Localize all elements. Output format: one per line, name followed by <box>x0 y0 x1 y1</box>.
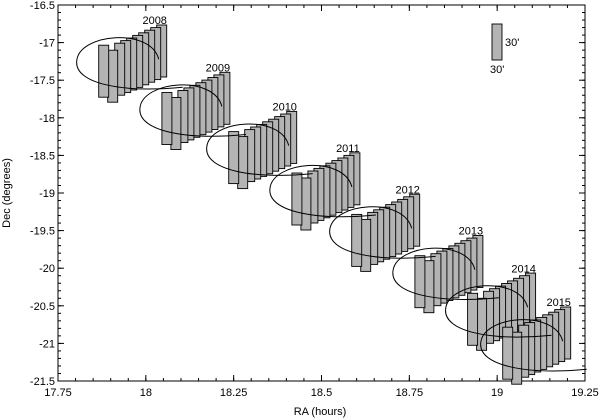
year-labels: 2008 2009 2010 2011 2012 2013 2014 2015 <box>142 15 570 309</box>
y-tick-label: -19 <box>39 188 55 200</box>
year-group-2014 <box>467 272 537 351</box>
field-rect <box>423 260 435 314</box>
year-label-2015: 2015 <box>546 297 570 309</box>
year-label-2008: 2008 <box>142 15 166 27</box>
x-axis-label: RA (hours) <box>294 406 347 418</box>
legend-label-width: 30' <box>505 37 519 49</box>
year-group-2011 <box>291 152 361 231</box>
field-rect <box>502 326 514 380</box>
field-rect <box>511 331 523 385</box>
fields <box>98 24 572 385</box>
field-rect <box>228 131 240 185</box>
year-group-2010 <box>228 110 298 190</box>
x-tick-label: 19.25 <box>571 387 599 399</box>
y-axis-label: Dec (degrees) <box>1 158 13 228</box>
year-group-2008 <box>98 24 168 103</box>
year-label-2012: 2012 <box>395 184 419 196</box>
y-tick-label: -18 <box>39 113 55 125</box>
x-tick-label: 18.5 <box>311 387 332 399</box>
x-tick-label: 19 <box>491 387 503 399</box>
track-2014 <box>445 285 552 338</box>
y-tick-label: -18.5 <box>30 150 55 162</box>
field-rect <box>351 213 363 267</box>
y-tick-label: -21.5 <box>30 376 55 388</box>
year-group-2013 <box>414 235 484 314</box>
field-rect <box>291 172 303 226</box>
track-2010 <box>206 123 313 176</box>
ticks: 17.75 18 18.25 18.5 18.75 19 19.25 -16.5 -17 -17.… <box>30 0 599 399</box>
x-tick-label: 18.25 <box>220 387 248 399</box>
field-rect <box>107 49 119 103</box>
field-rect <box>161 92 173 145</box>
y-tick-label: -20 <box>39 263 55 275</box>
y-tick-label: -17.5 <box>30 75 55 87</box>
field-rect <box>467 292 479 346</box>
track-2011 <box>269 165 376 218</box>
track-2008 <box>76 37 183 90</box>
legend-box <box>491 23 503 61</box>
y-tick-label: -20.5 <box>30 301 55 313</box>
year-label-2013: 2013 <box>459 226 483 238</box>
year-group-2009 <box>161 71 231 150</box>
field-rect <box>170 97 182 150</box>
legend: 30' 30' <box>490 23 519 76</box>
tracks <box>76 37 587 372</box>
legend-label-height: 30' <box>490 64 504 76</box>
track-2012 <box>329 206 436 259</box>
field-rect <box>300 177 312 231</box>
track-2013 <box>392 247 499 300</box>
year-group-2015 <box>502 306 572 385</box>
field-rect <box>98 44 110 98</box>
field-rect <box>476 297 488 351</box>
y-tick-label: -21 <box>39 338 55 350</box>
y-tick-label: -17 <box>39 38 55 50</box>
y-tick-label: -19.5 <box>30 226 55 238</box>
track-2009 <box>139 84 246 137</box>
field-rect <box>360 218 372 272</box>
field-rect <box>414 255 426 309</box>
year-group-2012 <box>351 193 421 272</box>
field-rect <box>237 136 249 190</box>
y-tick-label: -16.5 <box>30 0 55 12</box>
year-label-2010: 2010 <box>272 102 296 114</box>
x-tick-label: 17.75 <box>44 387 72 399</box>
year-label-2009: 2009 <box>206 63 230 75</box>
year-label-2011: 2011 <box>336 143 360 155</box>
x-tick-label: 18 <box>140 387 152 399</box>
x-tick-label: 18.75 <box>396 387 424 399</box>
track-2015 <box>480 319 587 372</box>
year-label-2014: 2014 <box>511 263 535 275</box>
